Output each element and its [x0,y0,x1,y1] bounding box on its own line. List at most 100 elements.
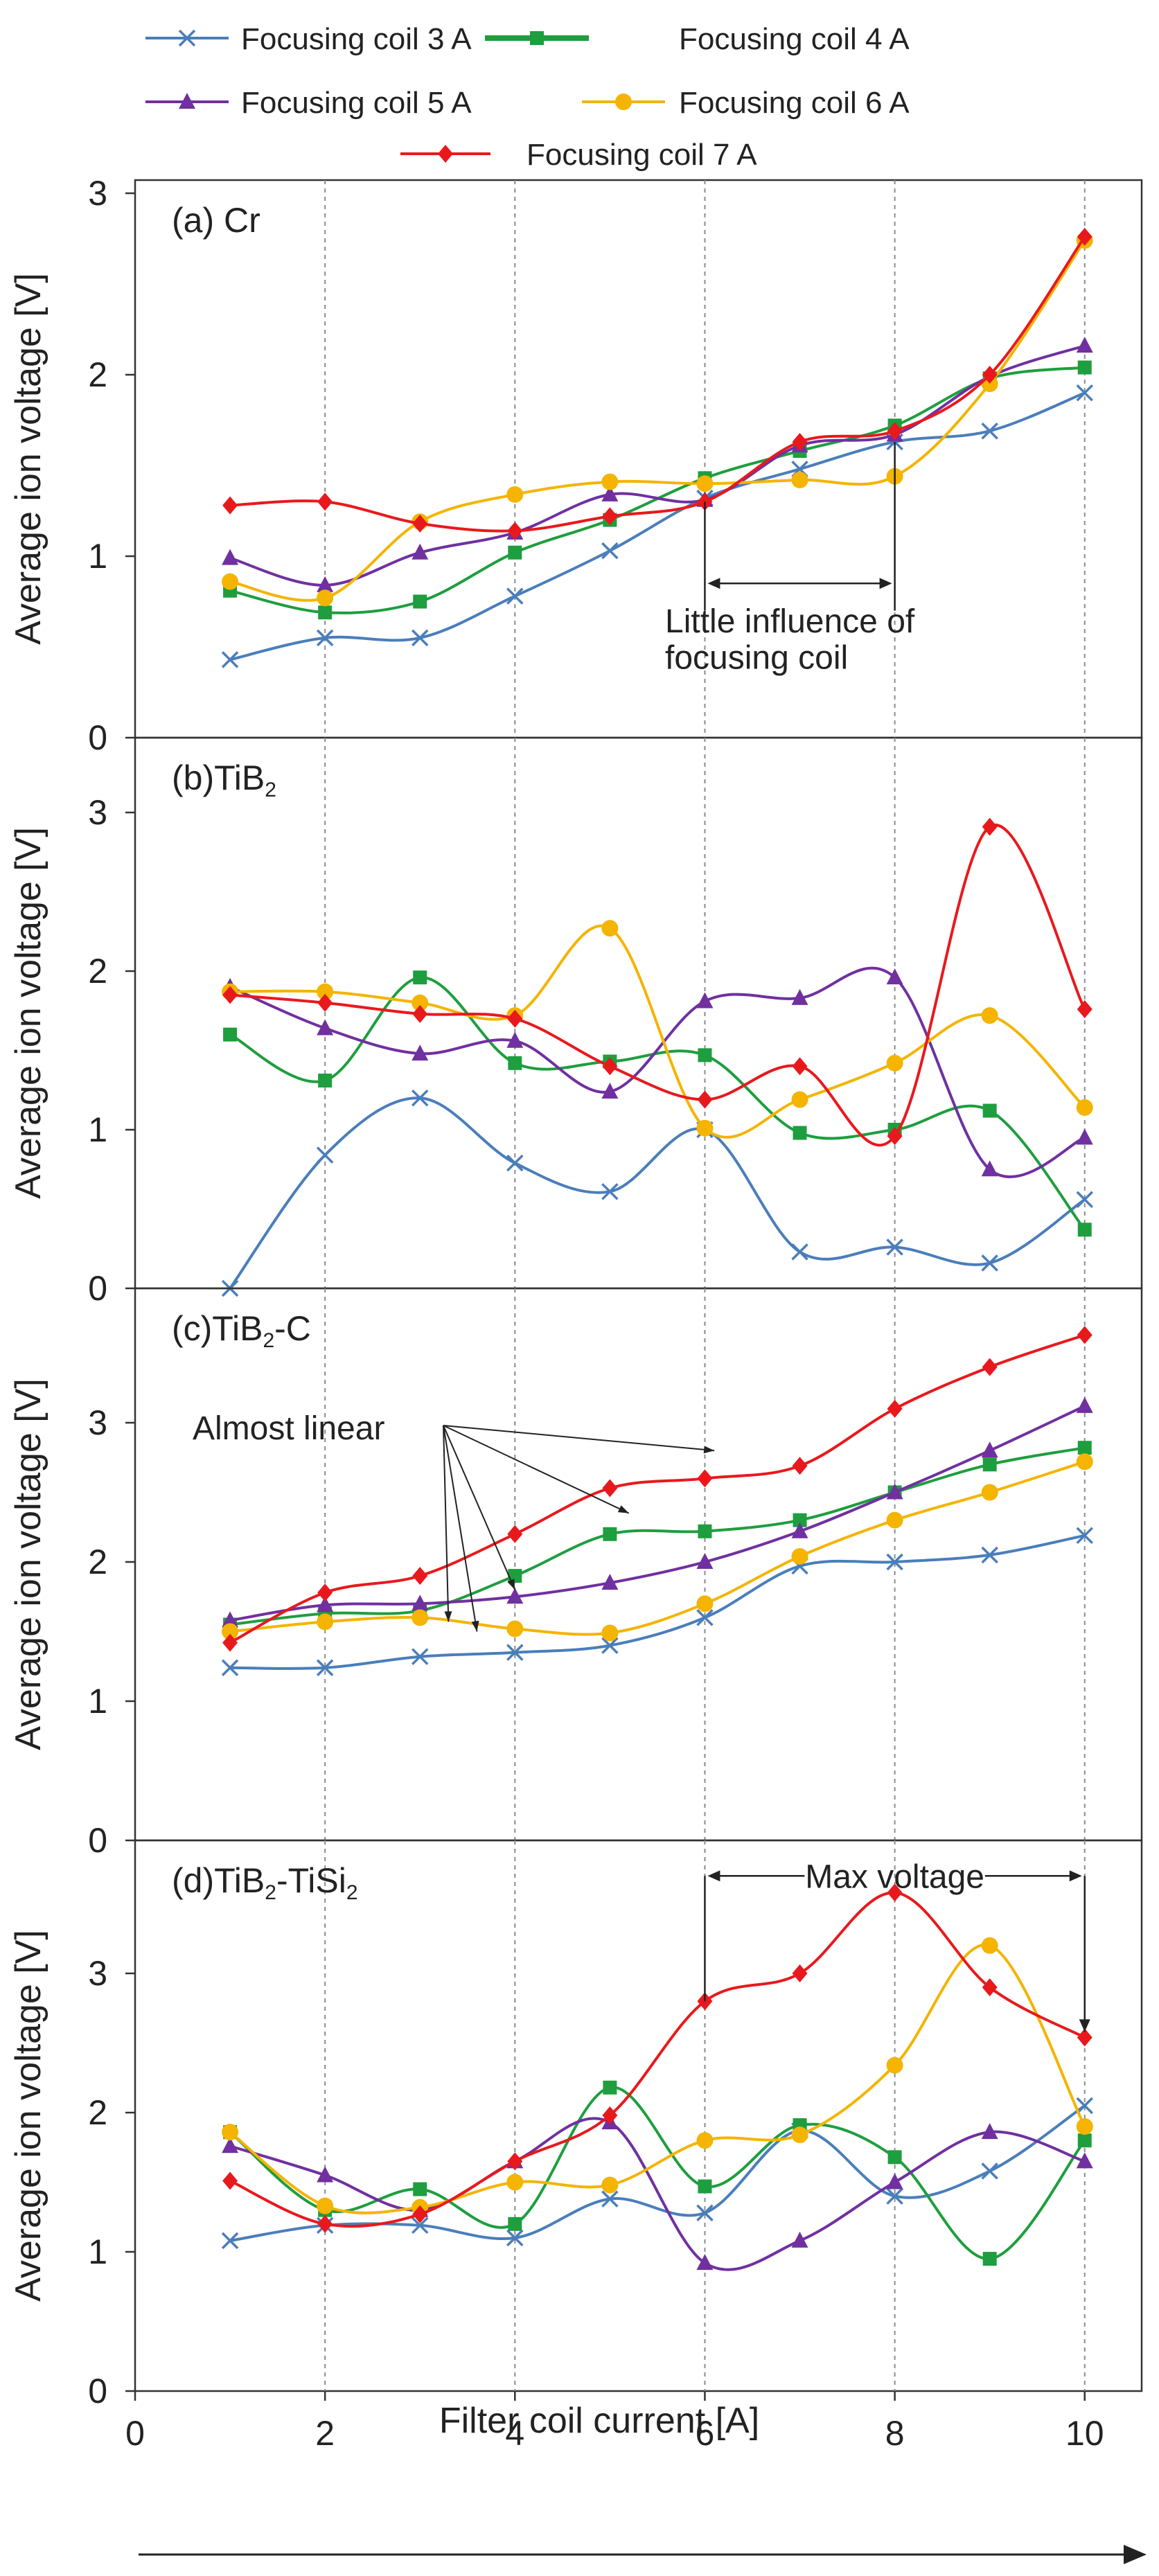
data-point-x10 [1076,1128,1093,1145]
panel-frame [134,1839,1143,2392]
series-focusing-coil-5-a [222,1396,1093,1628]
data-point-x10 [1076,1453,1093,1471]
panel-b-tib2: 0 1 2 3 Average ion voltage [V] (b)TiB2 [8,736,1143,1308]
x-tick-label: 6 [696,2414,715,2453]
data-point-x3 [412,1045,429,1061]
data-point-x10 [1077,2133,1092,2148]
panel-a-cr: 0 1 2 3 Average ion voltage [V] (a) Cr Little … [8,174,1143,757]
data-point-x7 [791,1522,808,1538]
data-point-x9 [981,2162,998,2180]
series-line [229,239,1086,602]
series-focusing-coil-6-a [222,232,1093,607]
legend-entry-focusing-coil-7-a: Focusing coil 7 A [400,138,757,172]
data-point-x10 [1077,1223,1092,1237]
data-point-x3 [412,1595,429,1611]
annotation-text-line2: focusing coil [665,639,848,676]
series-line [230,1534,1086,1670]
data-point-x3 [411,629,429,647]
data-point-x8 [887,2150,902,2165]
series-focusing-coil-7-a [222,817,1092,1147]
panel-label: (a) Cr [172,201,260,240]
legend-label: Focusing coil 4 A [679,22,910,56]
data-point-x1 [222,1633,238,1652]
data-point-x5 [601,1624,619,1642]
arrow-head [617,1505,629,1513]
data-point-x3 [413,2182,427,2196]
series-line [229,2117,1086,2271]
data-point-x2 [317,1019,334,1036]
legend-marker [530,31,544,45]
data-point-x10 [1076,337,1093,353]
data-point-x10 [1076,384,1093,402]
data-point-x3 [411,2217,429,2235]
data-point-x3 [412,514,428,533]
x-axis-title: Filter coil current [A] [439,2401,759,2441]
panel-frame [134,179,1143,739]
legend-marker [179,93,195,109]
annotation-pointer-2 [443,1425,516,1590]
data-point-x5 [602,2106,618,2125]
arrow-head [707,1870,720,1882]
data-point-x6 [697,1469,713,1488]
data-point-x7 [793,1513,807,1527]
data-point-x10 [1076,2152,1093,2169]
data-point-x2 [317,2197,334,2214]
y-tick-label: 3 [88,793,107,832]
series-line [229,2104,1086,2242]
series-focusing-coil-6-a [222,920,1093,1139]
y-tick-label: 0 [88,1821,107,1860]
data-point-x10 [1076,1191,1093,1208]
data-point-x4 [506,1031,524,1048]
annotation-text: Almost linear [193,1410,384,1447]
y-tick-label: 0 [88,718,107,757]
legend-label: Focusing coil 7 A [527,138,757,172]
data-point-x2 [318,605,333,620]
data-point-x2 [317,1613,334,1631]
legend-entry-focusing-coil-4-a: Focusing coil 4 A [485,22,910,56]
series-line [229,1096,1086,1290]
data-point-x2 [317,2166,334,2183]
series-line [229,1460,1086,1636]
y-tick-label: 1 [88,2232,107,2271]
data-point-x8 [886,1054,903,1072]
data-point-x10 [1077,227,1092,246]
data-point-x8 [887,422,903,441]
annotation-text-line1: Little influence of [665,603,915,640]
data-point-x8 [887,1883,903,1902]
data-point-x6 [696,2132,714,2149]
data-point-x8 [886,1553,903,1571]
data-point-x9 [981,1484,998,1501]
data-point-x4 [507,1009,523,1028]
data-point-x10 [1076,1396,1093,1413]
series-line [229,976,1086,1231]
y-tick-label: 1 [88,1682,107,1721]
series-focusing-coil-3-a [221,1527,1093,1676]
data-point-x1 [222,986,238,1004]
data-point-x1 [222,573,239,590]
annotation-pointer-0 [443,1425,715,1452]
data-point-x10 [1076,1099,1093,1116]
legend-label: Focusing coil 6 A [679,86,910,120]
legend-marker [438,145,453,163]
data-point-x9 [981,1937,998,1954]
y-tick-label: 2 [88,2093,107,2132]
data-point-x3 [412,543,429,560]
data-point-x2 [316,1146,334,1164]
data-point-x6 [696,475,714,492]
series-line [230,924,1086,1139]
data-point-x7 [791,471,808,488]
data-point-x4 [506,486,524,503]
y-tick-label: 3 [88,1954,107,1993]
series-focusing-coil-4-a [223,970,1092,1237]
series-line [229,366,1086,614]
data-point-x8 [886,2173,903,2189]
panel-label: (b)TiB2 [172,758,276,801]
data-point-x4 [508,2217,522,2231]
annotation-pointer-3 [443,1425,478,1632]
data-point-x2 [317,589,334,607]
data-point-x4 [508,1056,522,1070]
series-line [230,236,1086,533]
panel-label: (d)TiB2-TiSi2 [172,1861,358,1904]
data-point-x9 [982,1103,997,1118]
